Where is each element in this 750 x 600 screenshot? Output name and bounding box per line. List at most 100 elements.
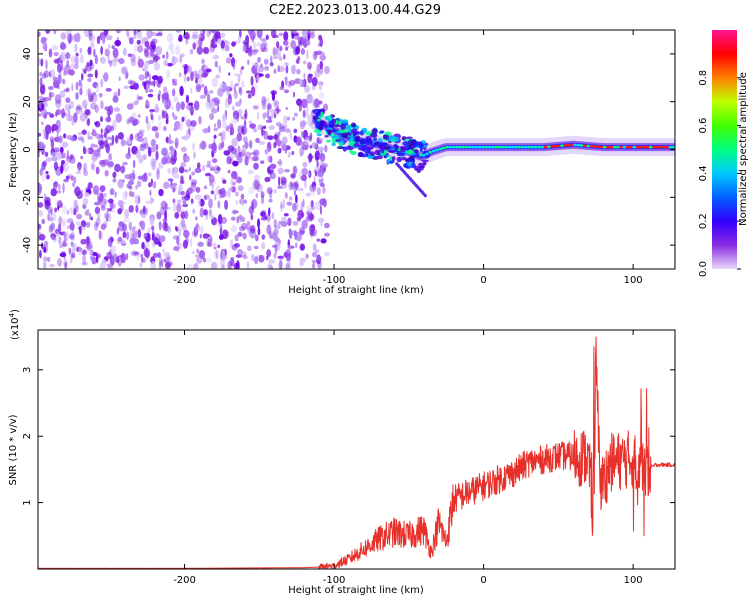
noise-speckle xyxy=(175,30,182,33)
noise-speckle xyxy=(199,198,205,207)
noise-speckle xyxy=(265,119,273,123)
noise-speckle xyxy=(247,220,251,225)
noise-speckle xyxy=(164,262,171,269)
noise-speckle xyxy=(317,217,325,223)
noise-speckle xyxy=(230,170,238,180)
noise-speckle xyxy=(76,213,83,220)
signal-bead xyxy=(642,145,646,149)
noise-speckle xyxy=(150,182,156,187)
noise-speckle xyxy=(318,100,323,105)
noise-speckle xyxy=(138,196,141,204)
noise-speckle xyxy=(39,84,46,95)
noise-speckle xyxy=(235,176,242,184)
noise-speckle xyxy=(93,149,101,157)
noise-speckle xyxy=(93,201,101,206)
noise-speckle xyxy=(59,146,64,153)
noise-speckle xyxy=(190,179,198,186)
signal-blob xyxy=(394,136,400,142)
noise-speckle xyxy=(86,109,92,116)
noise-speckle xyxy=(193,104,197,108)
noise-speckle xyxy=(70,175,74,182)
noise-speckle xyxy=(171,168,177,178)
noise-speckle xyxy=(108,208,113,212)
noise-speckle xyxy=(195,77,198,84)
noise-speckle xyxy=(196,256,203,264)
signal-bead xyxy=(448,145,452,149)
noise-speckle xyxy=(141,257,145,263)
noise-speckle xyxy=(254,180,261,190)
signal-blob xyxy=(393,148,399,153)
noise-speckle xyxy=(237,125,243,135)
noise-speckle xyxy=(166,69,171,79)
noise-speckle xyxy=(187,263,194,269)
noise-speckle xyxy=(45,30,51,34)
y-tick-label: 1 xyxy=(22,499,33,505)
noise-speckle xyxy=(223,150,231,156)
noise-speckle xyxy=(281,143,287,152)
signal-bead xyxy=(520,145,525,149)
noise-speckle xyxy=(204,195,207,201)
noise-speckle xyxy=(121,239,126,245)
signal-blob xyxy=(341,121,348,124)
noise-speckle xyxy=(138,154,144,164)
signal-blob xyxy=(391,156,396,162)
noise-speckle xyxy=(187,187,194,194)
noise-speckle xyxy=(145,99,149,106)
noise-speckle xyxy=(268,198,273,203)
noise-speckle xyxy=(274,110,278,115)
noise-speckle xyxy=(121,179,125,183)
noise-speckle xyxy=(147,172,152,177)
noise-speckle xyxy=(53,161,58,171)
noise-speckle xyxy=(62,78,66,85)
noise-speckle xyxy=(136,39,141,45)
signal-bead xyxy=(454,145,459,149)
noise-speckle xyxy=(211,158,218,164)
noise-speckle xyxy=(151,114,155,125)
noise-speckle xyxy=(282,40,289,46)
noise-speckle xyxy=(117,88,121,97)
noise-speckle xyxy=(196,162,201,170)
noise-speckle xyxy=(232,61,236,70)
noise-speckle xyxy=(278,220,283,225)
noise-speckle xyxy=(232,210,239,214)
noise-speckle xyxy=(139,144,146,152)
noise-speckle xyxy=(253,149,260,157)
noise-speckle xyxy=(59,42,67,50)
noise-speckle xyxy=(94,54,98,65)
noise-speckle xyxy=(286,116,290,121)
noise-speckle xyxy=(149,196,153,205)
signal-bead xyxy=(428,150,433,154)
noise-speckle xyxy=(319,160,325,169)
noise-speckle xyxy=(283,115,288,125)
signal-blob xyxy=(408,155,415,161)
noise-speckle xyxy=(257,218,261,229)
noise-speckle xyxy=(157,115,161,121)
noise-speckle xyxy=(321,162,328,168)
noise-speckle xyxy=(251,156,259,162)
noise-speckle xyxy=(192,208,196,215)
noise-speckle xyxy=(151,225,155,231)
noise-speckle xyxy=(199,94,207,100)
noise-speckle xyxy=(314,171,318,176)
noise-speckle xyxy=(94,69,98,79)
noise-speckle xyxy=(279,45,283,51)
noise-speckle xyxy=(209,236,213,244)
noise-speckle xyxy=(208,174,215,183)
noise-speckle xyxy=(203,185,208,190)
signal-bead xyxy=(619,145,623,149)
noise-speckle xyxy=(178,242,182,249)
signal-bead xyxy=(553,144,558,148)
spectrogram-y-axis: -40 -20 0 20 40 xyxy=(22,48,675,253)
signal-blob xyxy=(315,112,320,118)
noise-speckle xyxy=(319,205,323,215)
signal-blob xyxy=(371,128,378,135)
noise-speckle xyxy=(314,201,322,210)
noise-speckle xyxy=(130,59,137,67)
y-tick-label: -20 xyxy=(22,189,33,205)
noise-speckle xyxy=(206,257,212,263)
noise-speckle xyxy=(243,119,247,128)
colorbar-label: Normalized spectral amplitude xyxy=(738,72,749,226)
noise-speckle xyxy=(53,52,59,57)
snr-panel: -200 -100 0 100 1 2 3 Height of straight line… xyxy=(8,309,676,596)
noise-speckle xyxy=(312,50,318,61)
